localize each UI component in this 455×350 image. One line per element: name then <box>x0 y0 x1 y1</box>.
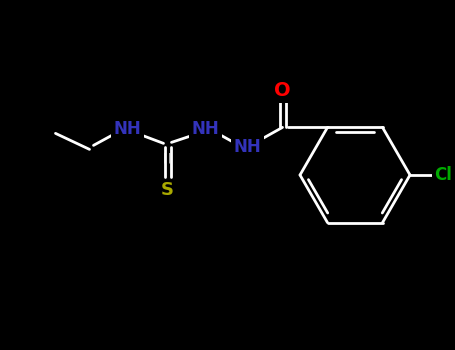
Text: Cl: Cl <box>434 166 452 184</box>
Text: O: O <box>274 81 291 100</box>
Text: NH: NH <box>114 120 142 138</box>
Text: NH: NH <box>233 138 261 156</box>
Text: NH: NH <box>192 120 219 138</box>
Text: NH: NH <box>114 120 142 138</box>
Text: S: S <box>161 181 174 200</box>
Text: ||: || <box>162 152 173 163</box>
Text: NH: NH <box>192 120 219 138</box>
Text: O: O <box>274 81 291 100</box>
Text: Cl: Cl <box>434 166 452 184</box>
Text: S: S <box>161 181 174 200</box>
Text: NH: NH <box>233 138 261 156</box>
